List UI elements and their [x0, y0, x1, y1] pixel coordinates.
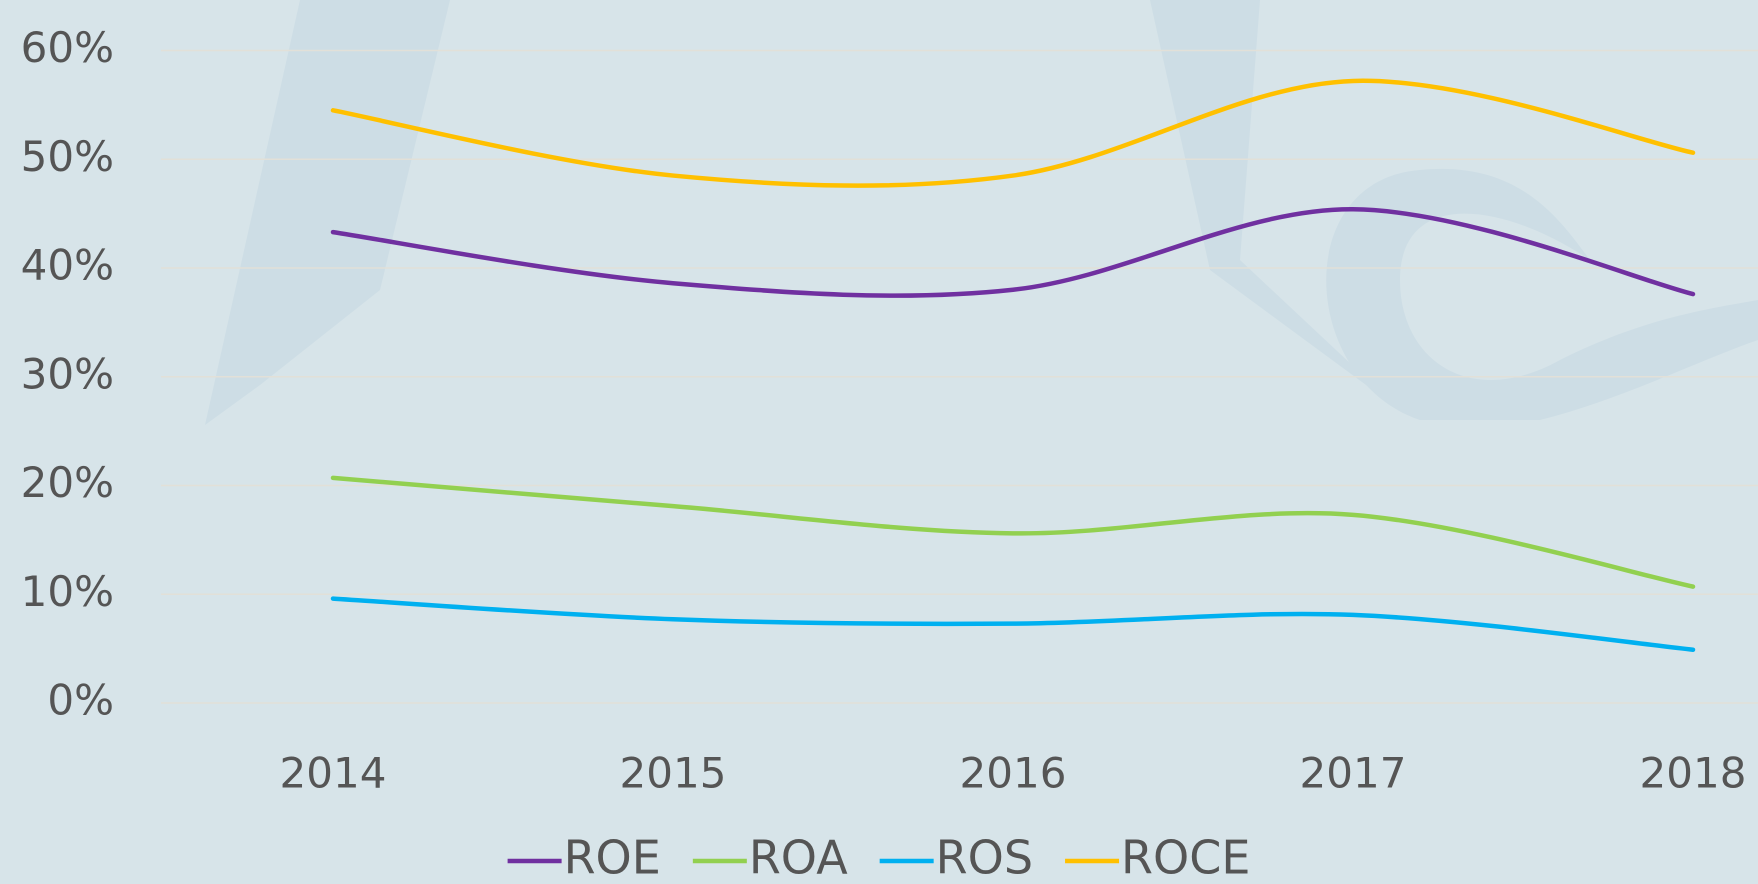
series-line: [330, 78, 1696, 188]
x-tick-label: 2016: [960, 749, 1067, 798]
y-tick-label: 10%: [21, 567, 114, 616]
y-tick-label: 0%: [47, 676, 114, 725]
y-tick-label: 60%: [21, 23, 114, 72]
y-tick-label: 50%: [21, 132, 114, 181]
watermark: [205, 0, 450, 425]
watermark: [1150, 0, 1400, 410]
x-tick-label: 2017: [1300, 749, 1407, 798]
x-tick-label: 2018: [1640, 749, 1747, 798]
series-line: [330, 207, 1696, 298]
y-tick-label: 30%: [21, 349, 114, 398]
y-tick-label: 20%: [21, 458, 114, 507]
legend-label: ROCE: [1121, 831, 1250, 884]
watermark: [1326, 168, 1758, 420]
x-tick-label: 2014: [280, 749, 387, 798]
legend-label: ROE: [564, 831, 661, 884]
legend-label: ROS: [936, 831, 1033, 884]
series-line: [330, 475, 1696, 589]
legend-label: ROA: [749, 831, 848, 884]
y-tick-label: 40%: [21, 241, 114, 290]
x-tick-label: 2015: [620, 749, 727, 798]
series-line: [330, 596, 1696, 652]
